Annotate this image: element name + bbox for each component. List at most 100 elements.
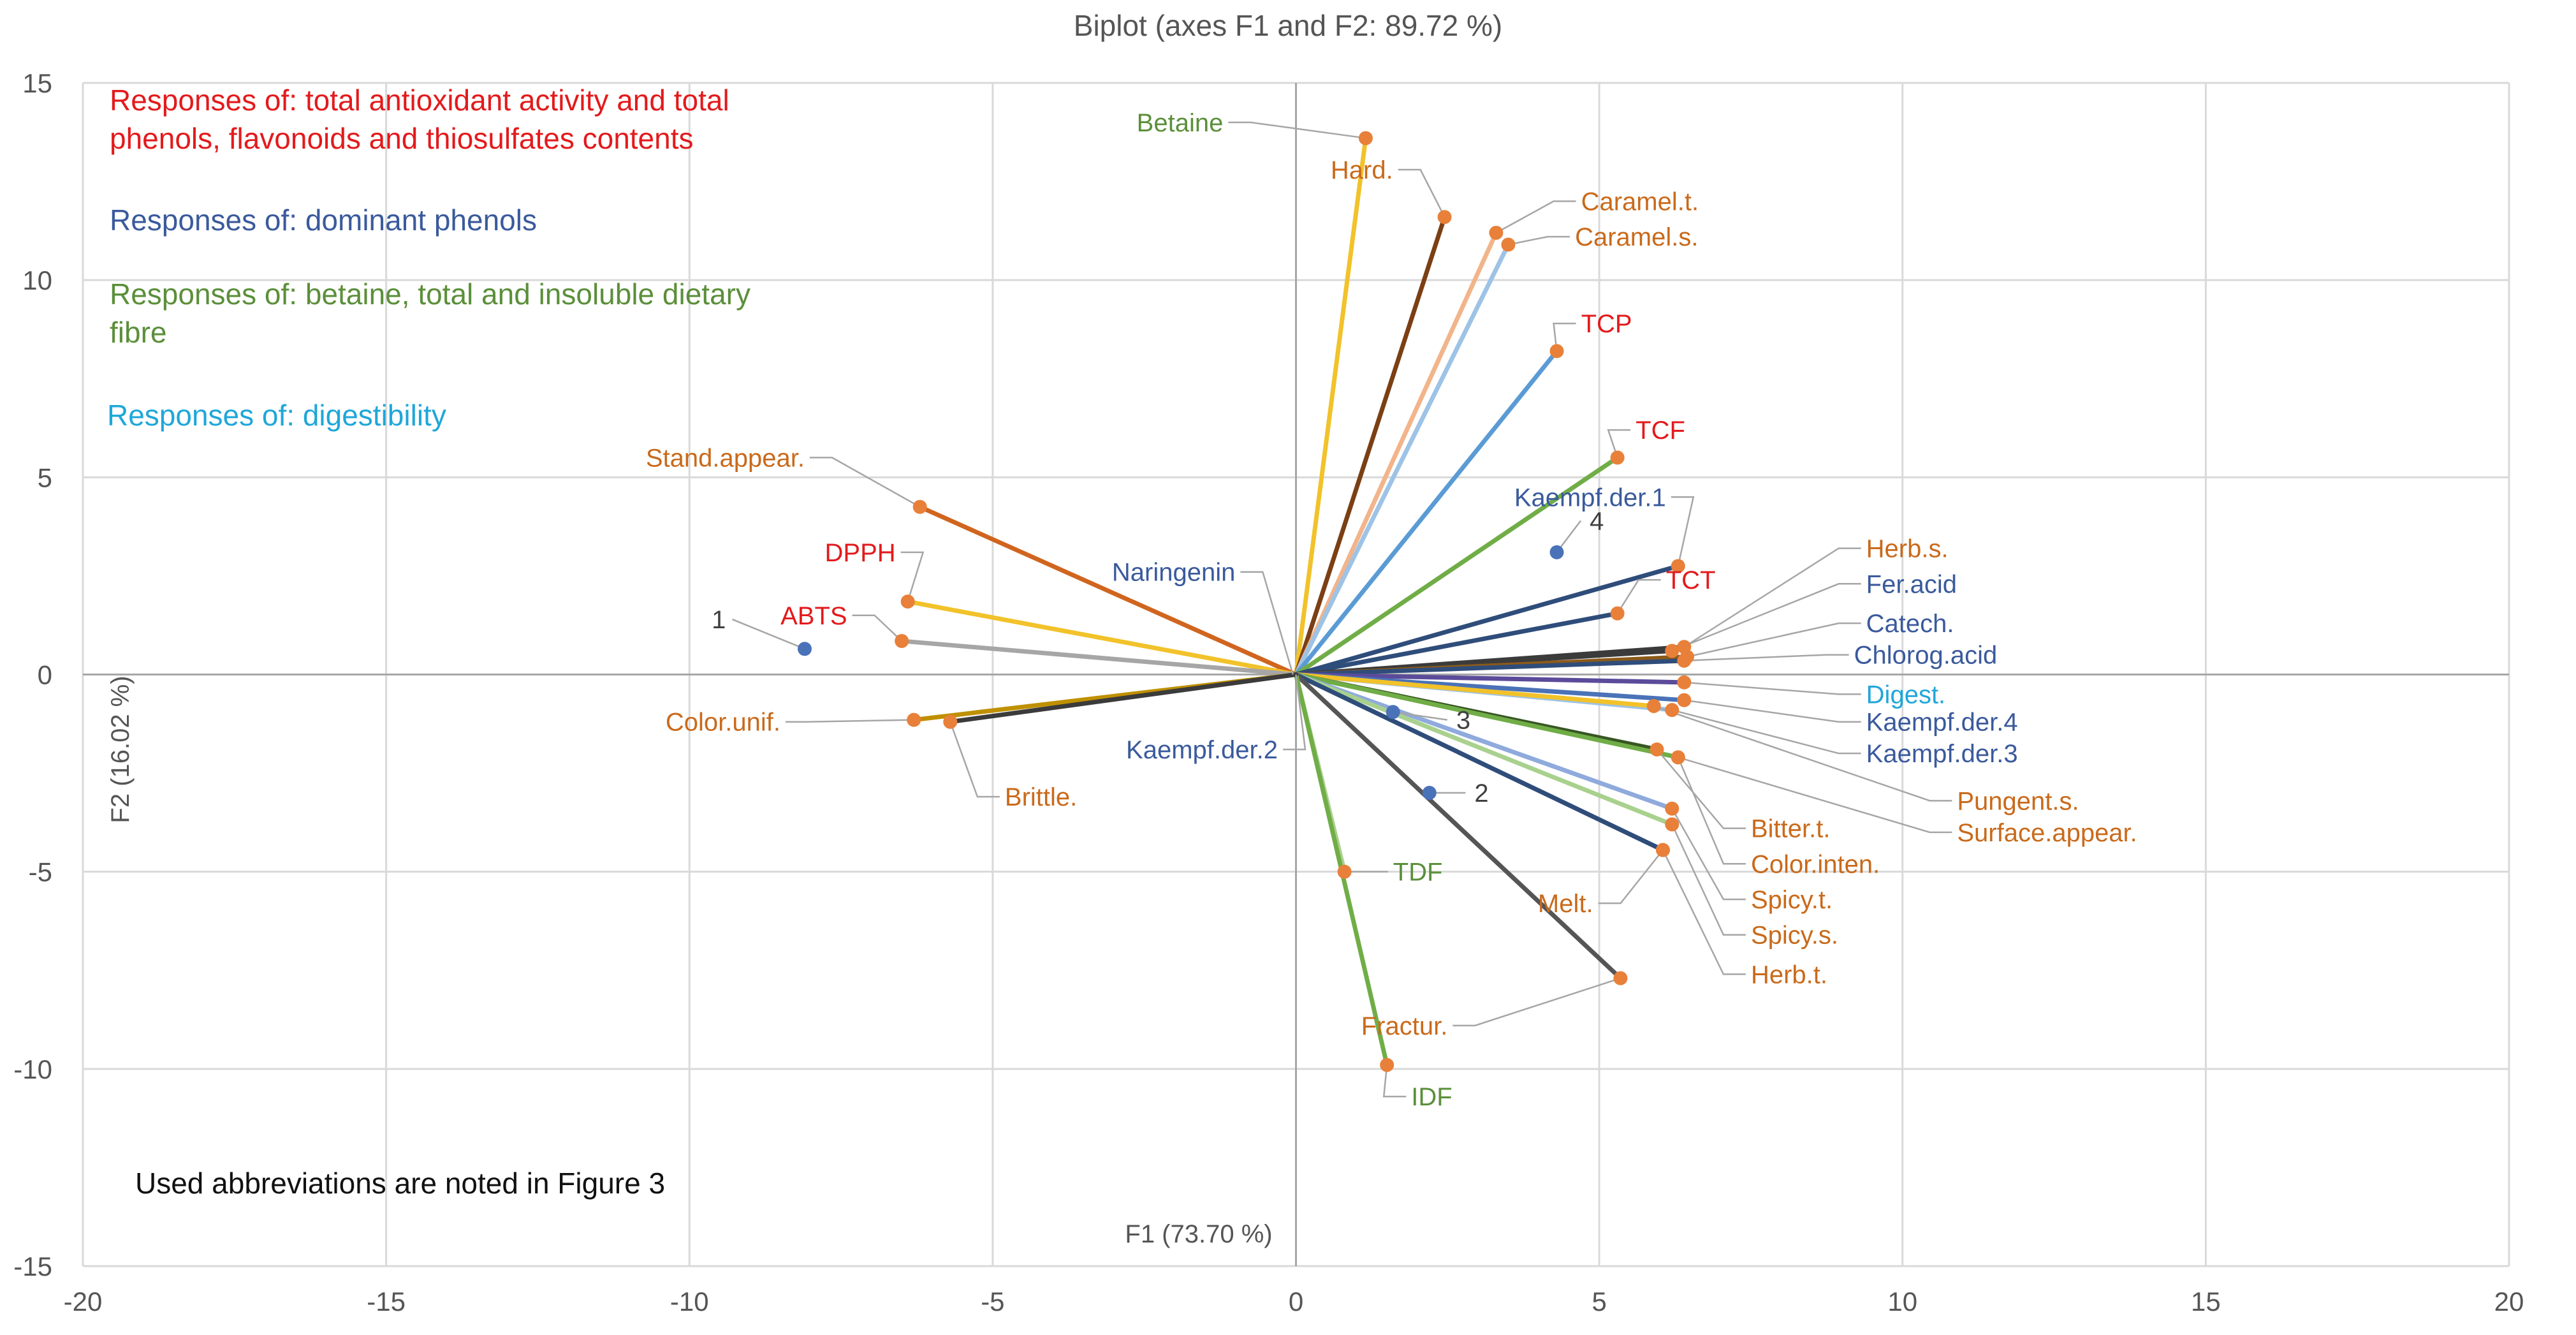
x-tick-label: 0 <box>1289 1287 1303 1317</box>
vector-line <box>948 672 1298 725</box>
leader-line <box>1671 496 1695 566</box>
leader-line <box>1671 808 1746 901</box>
x-tick-label: -5 <box>981 1287 1004 1317</box>
x-axis-label: F1 (73.70 %) <box>1125 1220 1272 1248</box>
leader-line <box>1684 654 1849 662</box>
y-tick-label: -10 <box>13 1054 52 1084</box>
variable-label: Fer.acid <box>1866 570 1957 598</box>
variable-label: Kaempf.der.4 <box>1866 709 2018 737</box>
leader-line <box>1683 547 1861 648</box>
vector-line <box>1294 455 1620 677</box>
leader-line <box>1282 674 1306 751</box>
vector-layer <box>899 136 1690 1068</box>
variable-point <box>900 594 915 609</box>
variable-label: ABTS <box>780 602 847 630</box>
leader-line <box>1228 121 1366 139</box>
variable-label: Herb.t. <box>1751 961 1827 989</box>
variable-point <box>1665 644 1680 658</box>
leader-line <box>1393 711 1448 721</box>
legend-note-fibre: Responses of: betaine, total and insolub… <box>110 277 750 349</box>
x-tick-label: 15 <box>2191 1287 2221 1317</box>
variable-point <box>1665 817 1680 832</box>
variable-point <box>1671 559 1685 573</box>
leader-line <box>1662 850 1746 975</box>
leader-line <box>1653 705 1952 802</box>
leader-line-layer <box>731 121 1952 1098</box>
axes-layer: -20 -15 -10 -5 0 5 10 15 20 -15 -10 -5 0 5 10 15 <box>13 68 2524 1317</box>
leader-line <box>1382 1065 1407 1098</box>
variable-point <box>943 714 958 729</box>
observation-label: 2 <box>1474 779 1488 808</box>
variable-point <box>1646 698 1661 713</box>
variable-point <box>1437 210 1452 225</box>
variable-point <box>1665 703 1680 718</box>
point-layer <box>797 131 1695 1072</box>
variable-label: Chlorog.acid <box>1854 642 1998 670</box>
leader-line <box>785 719 914 723</box>
variable-label: Betaine <box>1137 109 1224 137</box>
vector-line <box>1294 348 1560 677</box>
x-tick-label: 20 <box>2494 1287 2524 1317</box>
legend-note-antioxidant: Responses of: total antioxidant activity… <box>110 84 729 155</box>
leader-line <box>900 551 925 602</box>
variable-point <box>895 633 909 648</box>
variable-point <box>1489 225 1504 240</box>
leader-line <box>1671 823 1746 936</box>
leader-line <box>1671 709 1861 755</box>
variable-label: Hard. <box>1331 156 1393 184</box>
leader-line <box>1598 849 1664 904</box>
variable-label: Brittle. <box>1005 783 1077 811</box>
vector-line <box>918 505 1298 677</box>
variable-point <box>907 712 921 727</box>
variable-label: Fractur. <box>1361 1012 1448 1040</box>
y-tick-label: 10 <box>22 265 52 295</box>
y-tick-label: 5 <box>38 462 52 492</box>
variable-label: Kaempf.der.2 <box>1126 736 1278 764</box>
leader-line <box>1656 749 1746 829</box>
leader-line <box>731 618 805 650</box>
vector-line <box>1294 658 1687 677</box>
variable-point <box>1677 675 1692 690</box>
variable-point <box>1665 801 1680 816</box>
leader-line <box>1684 681 1861 695</box>
leader-line <box>1678 756 1952 834</box>
variable-point <box>1650 742 1664 756</box>
leader-line <box>1616 579 1661 614</box>
variable-label: Color.inten. <box>1751 850 1880 878</box>
leader-line <box>1553 322 1576 351</box>
variable-point <box>1656 843 1671 857</box>
leader-line <box>1453 977 1621 1027</box>
vector-line <box>1294 136 1368 677</box>
variable-point <box>912 499 927 514</box>
variable-point <box>1380 1058 1394 1072</box>
x-tick-label: 10 <box>1887 1287 1917 1317</box>
variable-point <box>1677 653 1692 668</box>
variable-label: Catech. <box>1866 610 1954 638</box>
variable-label: Caramel.t. <box>1581 188 1699 216</box>
y-axis-label: F2 (16.02 %) <box>106 675 135 823</box>
vector-line <box>1294 611 1620 677</box>
leader-line <box>1687 622 1861 658</box>
variable-point <box>1677 693 1692 707</box>
observation-point <box>1386 705 1400 719</box>
leader-line <box>1607 429 1631 458</box>
footnote: Used abbreviations are noted in Figure 3 <box>135 1167 666 1200</box>
variable-point <box>1610 606 1625 621</box>
variable-label: Stand.appear. <box>646 444 805 472</box>
y-tick-label: -5 <box>29 857 52 887</box>
vector-line <box>1294 672 1623 981</box>
vector-line <box>1294 672 1687 685</box>
variable-point <box>1671 750 1685 765</box>
variable-point <box>1358 131 1373 145</box>
variable-label: Kaempf.der.1 <box>1514 483 1666 512</box>
leader-line <box>949 721 1000 798</box>
variable-label: Naringenin <box>1112 559 1235 587</box>
variable-label: Pungent.s. <box>1957 787 2079 815</box>
leader-line <box>1240 571 1294 675</box>
label-layer: Betaine Hard. Caramel.t. Caramel.s. TCP TCF Ka… <box>646 109 2137 1111</box>
variable-label: Color.unif. <box>666 709 780 737</box>
legend-note-digestibility: Responses of: digestibility <box>107 399 446 432</box>
variable-label: Kaempf.der.3 <box>1866 740 2018 768</box>
variable-label: TDF <box>1393 859 1443 887</box>
